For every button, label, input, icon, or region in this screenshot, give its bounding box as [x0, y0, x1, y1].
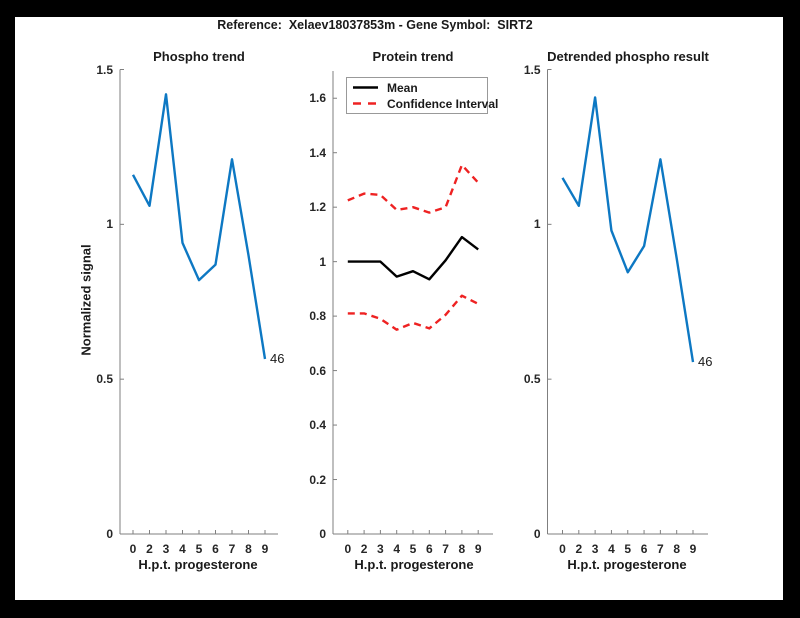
x-tick-label: 5 — [195, 542, 203, 556]
endpoint-annotation-detrended: 46 — [698, 354, 713, 370]
subplot-protein-title: Protein trend — [372, 49, 454, 64]
y-tick-label: 0 — [533, 527, 541, 541]
y-tick-label: 0.5 — [96, 372, 113, 387]
legend-entry-mean: Mean — [352, 80, 487, 95]
y-tick-label: 1.5 — [96, 62, 113, 77]
x-tick-label: 6 — [640, 542, 648, 556]
x-axis-label-detrended: H.p.t. progesterone — [567, 557, 687, 572]
x-tick-label: 9 — [689, 542, 697, 556]
y-tick-label: 1 — [106, 217, 113, 232]
dashed-line-icon — [353, 102, 378, 105]
x-tick-label: 2 — [360, 542, 368, 556]
series-line-mean — [347, 235, 479, 281]
legend-entry-ci: Confidence Interval — [352, 96, 498, 111]
y-tick-label: 0.2 — [309, 472, 326, 487]
x-axis-label-phospho: H.p.t. progesterone — [138, 557, 258, 572]
figure-background — [15, 17, 783, 600]
x-tick-label: 2 — [146, 542, 153, 556]
subplot-detrended-title: Detrended phospho result — [547, 49, 709, 64]
y-tick-label: 1 — [319, 254, 326, 269]
x-tick-label: 8 — [673, 542, 681, 556]
x-tick-label: 8 — [245, 542, 252, 556]
y-tick-label: 1.5 — [523, 62, 541, 77]
y-tick-label: 0 — [106, 527, 113, 541]
x-tick-label: 8 — [458, 542, 466, 556]
legend-label-ci: Confidence Interval — [387, 96, 499, 111]
x-tick-label: 6 — [425, 542, 433, 556]
x-tick-label: 3 — [591, 542, 599, 556]
x-tick-label: 7 — [657, 542, 664, 556]
x-tick-label: 7 — [442, 542, 449, 556]
y-tick-label: 0.5 — [523, 372, 541, 387]
x-tick-label: 3 — [162, 542, 170, 556]
x-tick-label: 3 — [377, 542, 384, 556]
series-line-detrended-phospho — [561, 96, 695, 363]
y-tick-label: 1.2 — [309, 200, 326, 215]
y-tick-label: 0.8 — [309, 309, 326, 324]
y-tick-label: 0 — [319, 527, 326, 541]
y-tick-label: 1 — [533, 217, 541, 232]
y-axis-label: Normalized signal — [78, 244, 94, 356]
series-line-ci-lower — [347, 294, 479, 331]
x-tick-label: 0 — [129, 542, 137, 556]
y-tick-label: 1.6 — [309, 91, 326, 106]
subplot-phospho-title: Phospho trend — [153, 49, 245, 64]
x-tick-label: 4 — [608, 542, 615, 556]
x-tick-label: 7 — [228, 542, 236, 556]
x-tick-label: 4 — [179, 542, 186, 556]
x-tick-label: 5 — [624, 542, 632, 556]
y-tick-label: 0.4 — [309, 418, 326, 433]
endpoint-annotation-phospho: 46 — [270, 351, 285, 367]
x-axis-label-protein: H.p.t. progesterone — [354, 557, 474, 572]
x-tick-label: 9 — [474, 542, 482, 556]
legend: Mean Confidence Interval — [346, 77, 498, 114]
y-tick-label: 0.6 — [309, 363, 326, 378]
series-line-phospho-signal — [131, 93, 267, 360]
x-tick-label: 0 — [559, 542, 566, 556]
x-tick-label: 2 — [575, 542, 583, 556]
x-tick-label: 6 — [212, 542, 219, 556]
mean-line-icon — [353, 86, 378, 89]
x-tick-label: 5 — [409, 542, 417, 556]
y-tick-label: 1.4 — [309, 145, 326, 160]
figure-title: Reference: Xelaev18037853m - Gene Symbol… — [217, 18, 533, 32]
legend-label-mean: Mean — [387, 80, 418, 95]
x-tick-label: 4 — [393, 542, 401, 556]
x-tick-label: 0 — [344, 542, 352, 556]
series-line-ci-upper — [347, 163, 480, 214]
x-tick-label: 9 — [261, 542, 269, 556]
